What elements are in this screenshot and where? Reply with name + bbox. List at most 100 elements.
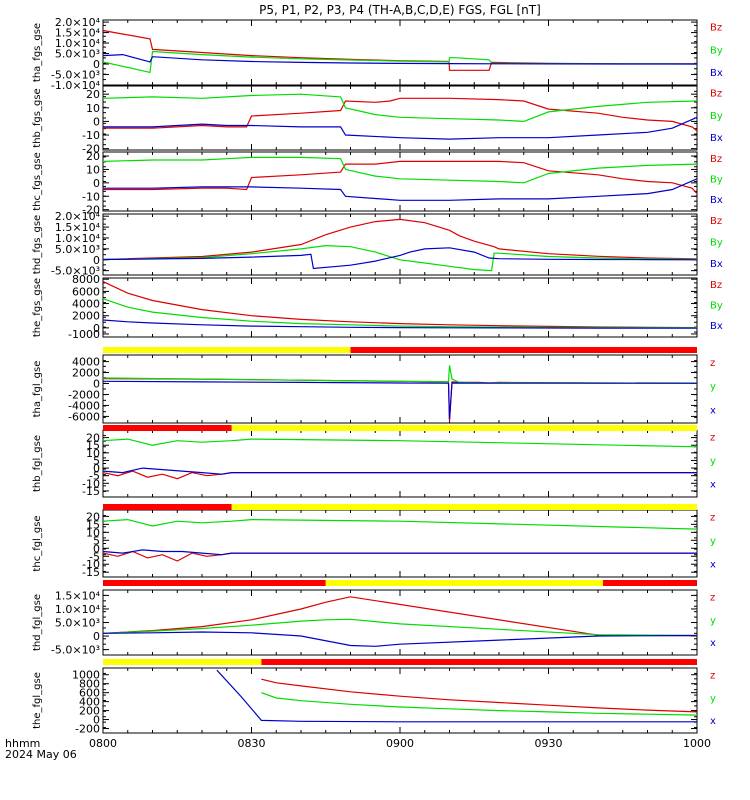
legend-entry-z: z	[710, 513, 715, 524]
flag-bars-group	[103, 347, 697, 665]
series-line-bx	[103, 116, 698, 140]
y-tick-label: 20	[86, 88, 100, 101]
y-tick-label: 6000	[72, 285, 100, 298]
y-tick-label: -1.0×10⁴	[51, 79, 101, 92]
y-tick-label: -200	[75, 723, 100, 736]
flag-bar-segment	[602, 580, 697, 586]
panel-ylabel: thd_fgs_gse	[32, 215, 43, 274]
flag-bar-segment	[261, 659, 697, 665]
x-tick-label: 0800	[89, 737, 117, 750]
panel-frame	[102, 589, 698, 656]
y-tick-label: 15	[86, 518, 100, 531]
panel-frame	[102, 509, 698, 578]
y-tick-label: -5	[89, 470, 100, 483]
y-tick-label: 2000	[72, 310, 100, 323]
series-line-by	[102, 93, 698, 123]
panel-ylabel: thb_fgl_gse	[32, 435, 43, 492]
flag-bar-segment	[103, 347, 351, 353]
y-tick-label: -6000	[68, 410, 100, 423]
y-tick-label: 10	[86, 163, 100, 176]
y-tick-label: 10	[86, 102, 100, 115]
y-tick-label: 20	[86, 432, 100, 445]
panel-ylabel: thd_fgl_gse	[32, 594, 43, 651]
flag-bar-segment	[350, 347, 697, 353]
flag-bar-segment	[103, 659, 262, 665]
x-tick-label: 0900	[386, 737, 414, 750]
y-tick-label: 600	[79, 687, 100, 700]
y-tick-label: 400	[79, 696, 100, 709]
y-tick-label: -5.0×10³	[51, 265, 100, 278]
series-line-bz	[103, 97, 698, 132]
legend-entry-x: x	[710, 638, 716, 649]
legend-entry-x: x	[710, 480, 716, 491]
chart-title: P5, P1, P2, P3, P4 (TH-A,B,C,D,E) FGS, F…	[259, 3, 541, 17]
legend-entry-by: By	[710, 45, 723, 56]
legend-entry-bx: Bx	[710, 259, 723, 270]
legend-entry-y: y	[710, 615, 716, 626]
y-tick-label: -10	[82, 129, 100, 142]
y-tick-label: -20	[82, 204, 100, 217]
y-tick-label: 2.0×10⁴	[55, 210, 101, 223]
y-tick-label: 1000	[72, 669, 100, 682]
series-line-bx	[103, 178, 698, 201]
y-tick-label: 20	[86, 150, 100, 163]
y-tick-label: 2.0×10⁴	[55, 16, 101, 29]
flag-bar-segment	[103, 504, 232, 510]
y-tick-label: -15	[82, 566, 100, 579]
panel-ylabel: tha_fgl_gse	[32, 361, 43, 418]
footer-hhmm-label: hhmm	[5, 737, 40, 750]
y-tick-label: 0	[93, 714, 100, 727]
legend-entry-bz: Bz	[710, 23, 722, 34]
y-tick-label: 800	[79, 678, 100, 691]
flag-bar-segment	[103, 580, 326, 586]
legend-entry-bx: Bx	[710, 133, 723, 144]
y-tick-label: 8000	[72, 273, 100, 286]
legend-entry-bx: Bx	[710, 68, 723, 79]
legend-entry-y: y	[710, 456, 716, 467]
series-line-x	[102, 549, 697, 556]
legend-entry-z: z	[710, 433, 715, 444]
legend-entry-by: By	[710, 301, 723, 312]
flag-bar-segment	[231, 425, 697, 431]
y-tick-label: 0	[93, 177, 100, 190]
panel-frame	[102, 85, 698, 151]
panel-ylabel: the_fgs_gse	[32, 278, 43, 337]
legend-entry-y: y	[710, 693, 716, 704]
series-line-y	[102, 618, 698, 637]
legend-entry-x: x	[710, 716, 716, 727]
series-line-bz	[103, 160, 698, 195]
series-line-z	[261, 678, 698, 713]
y-tick-label: 1.5×10⁴	[55, 589, 101, 602]
legend-entry-y: y	[710, 382, 716, 393]
y-tick-label: -15	[82, 485, 100, 498]
panel-ylabel: thb_fgs_gse	[32, 88, 43, 147]
y-tick-label: -5.0×10³	[51, 644, 100, 657]
y-tick-label: 1.5×10⁴	[55, 27, 101, 40]
y-tick-label: 1.0×10⁴	[55, 232, 101, 245]
legend-entry-z: z	[710, 593, 715, 604]
series-line-y	[261, 692, 698, 716]
series-line-y	[102, 438, 698, 448]
y-tick-label: 1.0×10⁴	[55, 37, 101, 50]
series-line-x	[102, 631, 698, 647]
series-line-by	[102, 50, 698, 74]
y-tick-label: 15	[86, 439, 100, 452]
panels-group: 2.0×10⁴1.5×10⁴1.0×10⁴5.0×10³0-5.0×10³-1.…	[32, 16, 723, 735]
panel-ylabel: thc_fgl_gse	[32, 515, 43, 571]
y-tick-label: 0	[93, 462, 100, 475]
y-tick-label: 20	[86, 510, 100, 523]
series-line-z	[102, 596, 698, 637]
y-tick-label: 0	[93, 542, 100, 555]
y-tick-label: -20	[82, 143, 100, 156]
y-tick-label: 0	[93, 630, 100, 643]
y-tick-label: -10	[82, 558, 100, 571]
legend-entry-bx: Bx	[710, 321, 723, 332]
series-line-bz	[102, 218, 698, 261]
x-tick-label: 0830	[238, 737, 266, 750]
